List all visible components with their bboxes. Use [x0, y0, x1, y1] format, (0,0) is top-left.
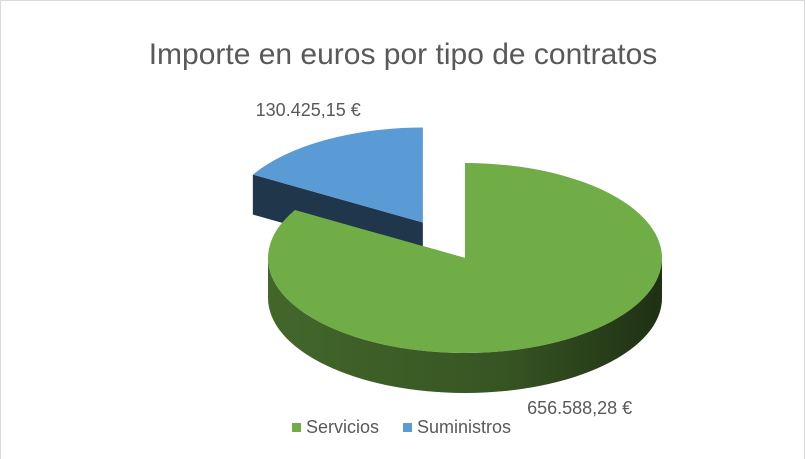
legend-label: Servicios — [306, 417, 379, 437]
slice-side-shade — [268, 258, 662, 393]
legend-swatch — [403, 423, 413, 432]
pie-slice — [252, 127, 423, 223]
chart-title: Importe en euros por tipo de contratos — [149, 38, 658, 71]
pie-slice — [267, 163, 662, 353]
legend-swatch — [292, 423, 301, 432]
legend-label: Suministros — [417, 417, 511, 437]
data-label: 656.588,28 € — [527, 398, 632, 418]
data-label: 130.425,15 € — [256, 100, 361, 120]
